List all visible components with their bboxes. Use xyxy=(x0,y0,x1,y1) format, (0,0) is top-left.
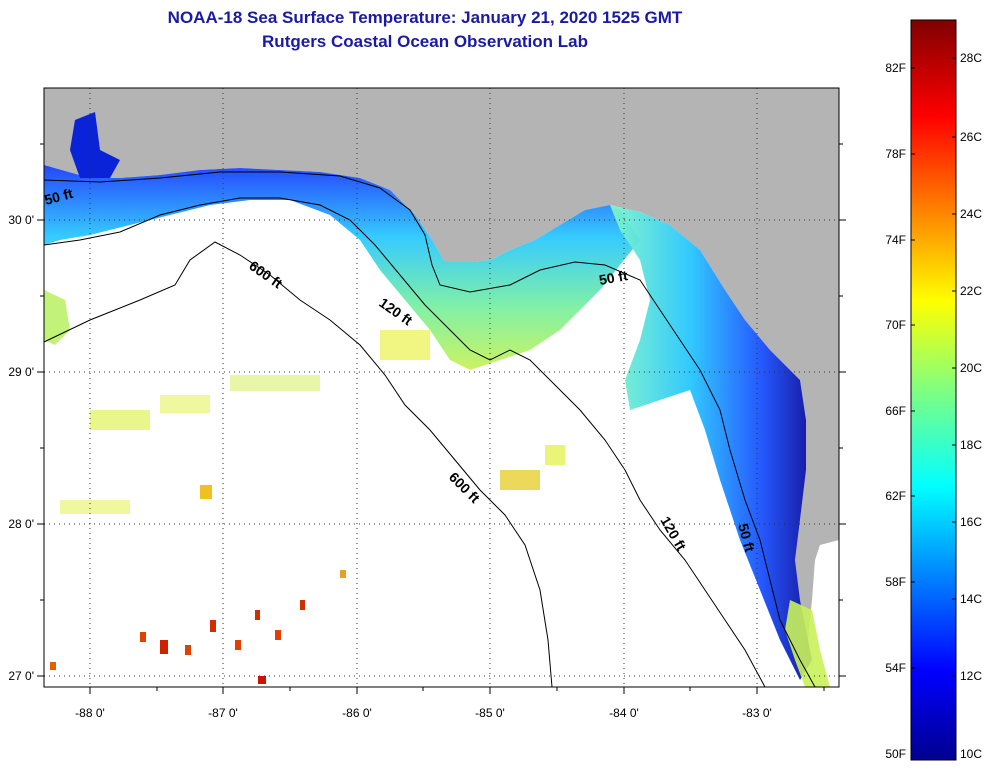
fahrenheit-label: 70F xyxy=(885,318,906,332)
lon-label: -83 0' xyxy=(742,706,772,720)
contour-120ft xyxy=(43,197,766,688)
fahrenheit-label: 78F xyxy=(885,147,906,161)
lat-label: 29 0' xyxy=(8,365,34,379)
contour-50ft xyxy=(43,171,816,688)
celsius-label: 26C xyxy=(960,130,982,144)
sst-northwest-bay xyxy=(70,112,120,178)
celsius-label: 16C xyxy=(960,515,982,529)
celsius-label: 20C xyxy=(960,361,982,375)
celsius-label: 12C xyxy=(960,669,982,683)
celsius-label: 14C xyxy=(960,592,982,606)
lon-label: -88 0' xyxy=(75,706,105,720)
fahrenheit-label: 58F xyxy=(885,575,906,589)
fahrenheit-label: 66F xyxy=(885,404,906,418)
colorbar-ticks xyxy=(911,57,956,677)
celsius-label: 22C xyxy=(960,284,982,298)
lat-label: 28 0' xyxy=(8,517,34,531)
lon-label: -86 0' xyxy=(342,706,372,720)
sst-east-coastal-band xyxy=(610,205,812,680)
map-frame xyxy=(43,87,840,688)
land-mass xyxy=(44,88,839,640)
sst-north-coastal-band xyxy=(44,165,640,370)
sst-west-patch xyxy=(44,290,70,345)
fahrenheit-label: 82F xyxy=(885,61,906,75)
colorbar-celsius-labels: 28C 26C 24C 22C 20C 18C 16C 14C 12C 10C xyxy=(960,51,982,761)
fahrenheit-label: 54F xyxy=(885,661,906,675)
latitude-labels: 30 0' 29 0' 28 0' 27 0' xyxy=(8,213,34,683)
map-subtitle: Rutgers Coastal Ocean Observation Lab xyxy=(262,32,588,51)
map-title: NOAA-18 Sea Surface Temperature: January… xyxy=(167,8,683,27)
sst-southeast-yellow-band xyxy=(785,600,830,687)
longitude-labels: -88 0' -87 0' -86 0' -85 0' -84 0' -83 0… xyxy=(75,706,772,720)
contour-label-50ft-west: 50 ft xyxy=(43,185,75,208)
depth-contours xyxy=(43,171,816,688)
celsius-label: 18C xyxy=(960,438,982,452)
lat-label: 27 0' xyxy=(8,669,34,683)
contour-label-50ft-east: 50 ft xyxy=(598,267,629,288)
sst-scattered-pixels xyxy=(50,330,565,684)
contour-600ft xyxy=(43,241,553,688)
lon-label: -84 0' xyxy=(609,706,639,720)
celsius-label: 10C xyxy=(960,747,982,761)
celsius-label: 24C xyxy=(960,207,982,221)
fahrenheit-label: 74F xyxy=(885,233,906,247)
lon-label: -87 0' xyxy=(208,706,238,720)
colorbar xyxy=(910,19,957,761)
fahrenheit-label: 62F xyxy=(885,489,906,503)
colorbar-fahrenheit-labels: 82F 78F 74F 70F 66F 62F 58F 54F 50F xyxy=(885,61,906,761)
fahrenheit-label: 50F xyxy=(885,747,906,761)
celsius-label: 28C xyxy=(960,51,982,65)
contour-label-50ft-southeast: 50 ft xyxy=(735,522,758,554)
axis-ticks xyxy=(37,143,846,694)
lat-label: 30 0' xyxy=(8,213,34,227)
lon-label: -85 0' xyxy=(475,706,505,720)
